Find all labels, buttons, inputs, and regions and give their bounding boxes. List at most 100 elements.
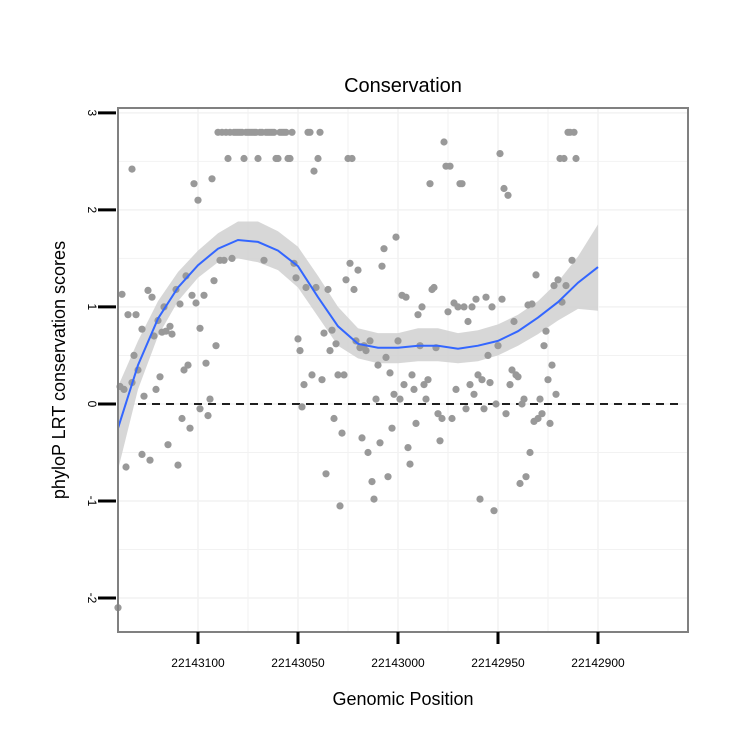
x-axis-title: Genomic Position [332, 689, 473, 709]
data-point [146, 456, 154, 464]
data-point [370, 495, 378, 503]
data-point [400, 381, 408, 389]
data-point [372, 395, 380, 403]
chart-title: Conservation [344, 75, 462, 97]
data-point [300, 381, 308, 389]
x-axis: 22143100 22143050 22143000 22142950 22142900 [171, 632, 625, 670]
data-point [560, 154, 568, 163]
data-point [538, 410, 546, 418]
data-point [118, 290, 126, 298]
data-point [164, 441, 172, 449]
data-point [260, 256, 268, 264]
data-point [414, 311, 422, 319]
data-point [406, 460, 414, 468]
y-tick-label: 2 [85, 207, 99, 214]
data-point [204, 412, 212, 420]
data-point [208, 175, 216, 183]
data-point [458, 180, 466, 188]
data-point [446, 162, 454, 170]
data-point [466, 381, 474, 389]
data-point [494, 342, 502, 350]
y-axis-title: phyloP LRT conservation scores [49, 241, 69, 499]
x-tick-label: 22143050 [271, 656, 325, 670]
data-point [548, 361, 556, 369]
data-point [174, 461, 182, 469]
data-point [316, 128, 324, 136]
data-point [444, 308, 452, 316]
data-point [436, 437, 444, 445]
data-point [162, 327, 170, 335]
data-point [554, 276, 562, 284]
y-tick-label: 1 [85, 304, 99, 311]
data-point [500, 184, 508, 193]
data-point [298, 403, 306, 411]
data-point [140, 392, 148, 400]
data-point [452, 385, 460, 393]
data-point [132, 311, 140, 319]
data-point [168, 330, 176, 338]
data-point [460, 303, 468, 311]
data-point [474, 371, 482, 379]
data-point [526, 448, 534, 457]
data-point [368, 478, 376, 486]
data-point [366, 337, 374, 345]
x-tick-label: 22142950 [471, 656, 525, 670]
data-point [498, 295, 506, 303]
data-point [334, 371, 342, 379]
data-point [572, 154, 580, 163]
data-point [430, 283, 438, 292]
data-point [464, 317, 472, 326]
data-point [550, 282, 558, 290]
y-axis: -2 -1 0 1 2 3 [85, 110, 116, 604]
data-point [274, 154, 282, 163]
data-point [376, 439, 384, 447]
data-point [196, 405, 204, 413]
data-point [138, 450, 146, 458]
data-point [394, 337, 402, 345]
data-point [224, 154, 232, 163]
data-point [392, 233, 400, 241]
data-point [288, 128, 296, 136]
data-point [346, 259, 354, 267]
data-point [568, 256, 576, 264]
data-point [188, 291, 196, 299]
data-point [362, 347, 370, 355]
data-point [124, 311, 132, 319]
data-point [536, 395, 544, 403]
data-point [194, 196, 202, 204]
data-point [472, 295, 480, 303]
data-point [314, 154, 322, 163]
data-point [478, 376, 486, 384]
data-point [440, 138, 448, 146]
data-point [396, 395, 404, 403]
x-tick-label: 22143000 [371, 656, 425, 670]
data-point [180, 366, 188, 374]
data-point [408, 371, 416, 379]
data-point [348, 154, 356, 163]
data-point [184, 361, 192, 369]
data-point [176, 300, 184, 308]
data-point [220, 256, 228, 264]
data-point [534, 414, 542, 423]
data-point [544, 376, 552, 384]
data-point [322, 470, 330, 478]
data-point [502, 410, 510, 418]
data-point [358, 434, 366, 442]
data-point [528, 300, 536, 308]
data-point [402, 293, 410, 301]
data-point [282, 128, 290, 136]
data-point [128, 165, 136, 173]
data-point [516, 479, 524, 488]
data-point [504, 191, 512, 199]
data-point [294, 335, 302, 343]
data-point [562, 282, 570, 290]
data-point [552, 390, 560, 398]
data-point [148, 293, 156, 301]
data-point [542, 327, 550, 335]
data-point [342, 276, 350, 284]
data-point [490, 507, 498, 515]
data-point [484, 351, 492, 359]
data-point [228, 254, 236, 262]
data-point [120, 385, 128, 393]
data-point [186, 424, 194, 432]
